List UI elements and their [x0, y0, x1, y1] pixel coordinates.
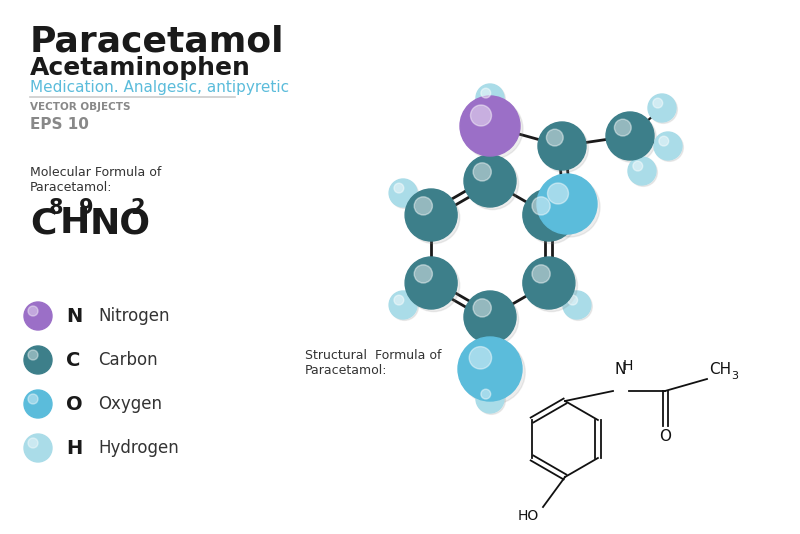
- Circle shape: [650, 96, 678, 123]
- Text: HO: HO: [518, 509, 539, 523]
- Circle shape: [655, 134, 683, 161]
- Circle shape: [390, 293, 418, 320]
- Text: C: C: [66, 350, 80, 370]
- Circle shape: [24, 302, 52, 330]
- Circle shape: [466, 158, 518, 210]
- Circle shape: [464, 291, 516, 343]
- Circle shape: [389, 179, 417, 207]
- Circle shape: [614, 119, 631, 136]
- Circle shape: [654, 132, 682, 160]
- Circle shape: [541, 124, 589, 172]
- Text: Oxygen: Oxygen: [98, 395, 162, 413]
- Circle shape: [390, 180, 418, 208]
- Circle shape: [470, 105, 491, 126]
- Text: H: H: [66, 438, 82, 458]
- Circle shape: [532, 265, 550, 283]
- Circle shape: [564, 180, 592, 208]
- Circle shape: [564, 293, 592, 320]
- Circle shape: [24, 390, 52, 418]
- Circle shape: [414, 265, 433, 283]
- Circle shape: [466, 294, 518, 345]
- Circle shape: [476, 84, 504, 112]
- Circle shape: [460, 96, 520, 156]
- Circle shape: [463, 99, 523, 159]
- Circle shape: [461, 340, 526, 404]
- Circle shape: [546, 129, 563, 146]
- Circle shape: [537, 174, 597, 234]
- Circle shape: [659, 136, 669, 146]
- Circle shape: [473, 163, 491, 181]
- Circle shape: [606, 112, 654, 160]
- Circle shape: [481, 389, 490, 399]
- Circle shape: [28, 438, 38, 448]
- Circle shape: [28, 394, 38, 404]
- Circle shape: [408, 192, 460, 244]
- Text: H: H: [623, 359, 634, 373]
- Circle shape: [28, 350, 38, 360]
- Circle shape: [526, 192, 578, 244]
- Circle shape: [405, 189, 457, 241]
- Circle shape: [394, 295, 404, 305]
- Circle shape: [540, 177, 600, 237]
- Circle shape: [476, 385, 504, 413]
- Circle shape: [563, 291, 591, 319]
- Text: 9: 9: [79, 198, 94, 218]
- Text: Molecular Formula of
Paracetamol:: Molecular Formula of Paracetamol:: [30, 166, 162, 194]
- Circle shape: [394, 183, 404, 193]
- Circle shape: [469, 347, 491, 369]
- Text: 3: 3: [731, 371, 738, 381]
- Text: CH: CH: [709, 362, 731, 377]
- Circle shape: [653, 98, 662, 108]
- Text: Hydrogen: Hydrogen: [98, 439, 178, 457]
- Text: NO: NO: [90, 206, 151, 240]
- Circle shape: [414, 197, 433, 215]
- Circle shape: [478, 387, 506, 414]
- Circle shape: [532, 197, 550, 215]
- Circle shape: [547, 183, 569, 204]
- Circle shape: [563, 179, 591, 207]
- Circle shape: [568, 183, 578, 193]
- Circle shape: [473, 299, 491, 317]
- Circle shape: [24, 346, 52, 374]
- Circle shape: [633, 161, 642, 171]
- Circle shape: [568, 295, 578, 305]
- Circle shape: [458, 337, 522, 401]
- Circle shape: [24, 434, 52, 462]
- Text: Carbon: Carbon: [98, 351, 158, 369]
- Text: H: H: [60, 206, 90, 240]
- Circle shape: [481, 88, 490, 98]
- Circle shape: [628, 157, 656, 185]
- Text: VECTOR OBJECTS: VECTOR OBJECTS: [30, 102, 130, 112]
- Text: O: O: [66, 395, 82, 413]
- Circle shape: [28, 306, 38, 316]
- Text: Nitrogen: Nitrogen: [98, 307, 170, 325]
- Text: 8: 8: [49, 198, 63, 218]
- Text: EPS 10: EPS 10: [30, 117, 89, 132]
- Circle shape: [389, 291, 417, 319]
- Circle shape: [523, 257, 575, 309]
- Circle shape: [405, 257, 457, 309]
- Circle shape: [630, 159, 658, 186]
- Circle shape: [538, 122, 586, 170]
- Text: C: C: [30, 206, 56, 240]
- Text: N: N: [614, 362, 626, 377]
- Circle shape: [523, 189, 575, 241]
- Text: N: N: [66, 307, 82, 326]
- Circle shape: [608, 114, 657, 162]
- Text: Medication. Analgesic, antipyretic: Medication. Analgesic, antipyretic: [30, 80, 289, 95]
- Circle shape: [526, 260, 578, 312]
- Circle shape: [408, 260, 460, 312]
- Text: Acetaminophen: Acetaminophen: [30, 56, 251, 80]
- Text: Paracetamol: Paracetamol: [30, 24, 285, 58]
- Text: Structural  Formula of
Paracetamol:: Structural Formula of Paracetamol:: [305, 349, 442, 377]
- Circle shape: [478, 85, 506, 113]
- Text: O: O: [659, 429, 671, 444]
- Circle shape: [648, 94, 676, 122]
- Text: 2: 2: [130, 198, 145, 218]
- Circle shape: [464, 155, 516, 207]
